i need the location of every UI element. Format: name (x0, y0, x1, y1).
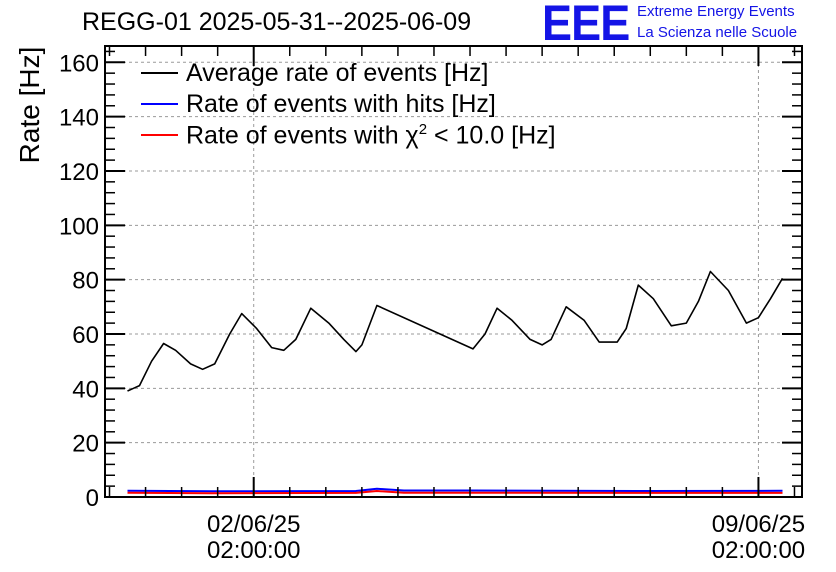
y-tick-label: 100 (59, 213, 99, 240)
series-layer (127, 270, 784, 495)
series-line-1 (127, 487, 783, 493)
x-tick-label-time: 02:00:00 (207, 537, 300, 564)
y-tick-label: 20 (72, 431, 99, 458)
y-axis-label: Rate [Hz] (14, 46, 45, 164)
series-line-0 (127, 270, 784, 392)
y-tick-label: 60 (72, 322, 99, 349)
x-tick-label-date: 09/06/25 (712, 511, 805, 538)
y-tick-label: 120 (59, 159, 99, 186)
legend-swatch-chi2 (141, 134, 178, 136)
legend-chi2-suffix: < 10.0 [Hz] (427, 121, 556, 150)
legend-swatch-average (141, 72, 178, 74)
plot-frame (104, 45, 803, 498)
y-tick-label: 160 (59, 50, 99, 77)
legend-label-hits: Rate of events with hits [Hz] (186, 90, 496, 118)
legend-chi2-prefix: Rate of events with χ (186, 121, 419, 150)
legend-swatch-hits (141, 103, 178, 105)
y-tick-label: 140 (59, 105, 99, 132)
x-tick-label-time: 02:00:00 (712, 537, 805, 564)
series-line-2 (127, 490, 783, 495)
legend-label-chi2: Rate of events with χ2 < 10.0 [Hz] (186, 121, 556, 150)
tick-labels: 02040608010012014016002/06/2502:00:0009/… (59, 50, 805, 564)
logo-line-2: La Scienza nelle Scuole (637, 24, 798, 41)
x-tick-label-date: 02/06/25 (207, 511, 300, 538)
logo-line-1: Extreme Energy Events (637, 3, 795, 20)
eee-logo: EEE (542, 0, 630, 51)
legend-label-average: Average rate of events [Hz] (186, 59, 489, 87)
axis-ticks (105, 46, 802, 498)
legend-chi2-sup: 2 (418, 121, 428, 138)
grid-lines (105, 46, 802, 497)
chart-title: REGG-01 2025-05-31--2025-06-09 (82, 8, 472, 36)
y-tick-label: 40 (72, 376, 99, 403)
y-tick-label: 80 (72, 268, 99, 295)
y-tick-label: 0 (86, 485, 99, 512)
